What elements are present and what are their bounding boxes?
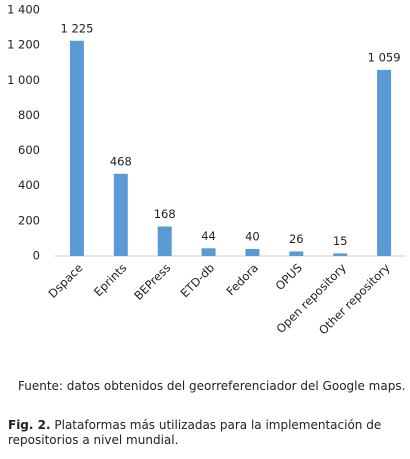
bar bbox=[113, 173, 128, 256]
x-tick-label: OPUS bbox=[273, 261, 305, 293]
caption-text: Plataformas más utilizadas para la imple… bbox=[8, 418, 382, 447]
bar bbox=[201, 248, 216, 256]
x-tick-label: Dspace bbox=[46, 261, 86, 301]
value-label: 168 bbox=[154, 207, 176, 221]
value-label: 1 225 bbox=[60, 21, 93, 35]
y-tick-label: 1 200 bbox=[7, 38, 40, 52]
bar bbox=[377, 69, 392, 256]
y-tick-label: 400 bbox=[18, 178, 40, 192]
x-tick-label: ETD-db bbox=[178, 261, 218, 301]
caption: Fig. 2. Plataformas más utilizadas para … bbox=[8, 418, 406, 448]
y-tick-label: 800 bbox=[18, 108, 40, 122]
bar bbox=[333, 253, 348, 256]
value-label: 44 bbox=[201, 229, 216, 243]
x-tick-label: Eprints bbox=[91, 261, 129, 299]
y-tick-label: 1 000 bbox=[7, 73, 40, 87]
value-label: 15 bbox=[333, 234, 348, 248]
value-label: 40 bbox=[245, 229, 260, 243]
bar bbox=[69, 40, 84, 256]
x-tick-label: BEPress bbox=[131, 261, 173, 303]
value-label: 1 059 bbox=[368, 50, 401, 64]
bar bbox=[157, 226, 172, 256]
y-tick-label: 1 400 bbox=[7, 3, 40, 17]
y-tick-label: 600 bbox=[18, 143, 40, 157]
bar bbox=[289, 251, 304, 256]
caption-label: Fig. 2. bbox=[8, 418, 51, 432]
value-label: 468 bbox=[110, 154, 132, 168]
source-note: Fuente: datos obtenidos del georreferenc… bbox=[18, 379, 406, 393]
bar bbox=[245, 248, 260, 256]
x-tick-label: Fedora bbox=[223, 261, 261, 299]
y-tick-label: 0 bbox=[33, 249, 40, 263]
chart: 0 200 400 600 800 1 000 1 200 1 400 Dspace 1 225 E… bbox=[7, 3, 406, 337]
value-label: 26 bbox=[289, 232, 304, 246]
y-tick-label: 200 bbox=[18, 213, 40, 227]
